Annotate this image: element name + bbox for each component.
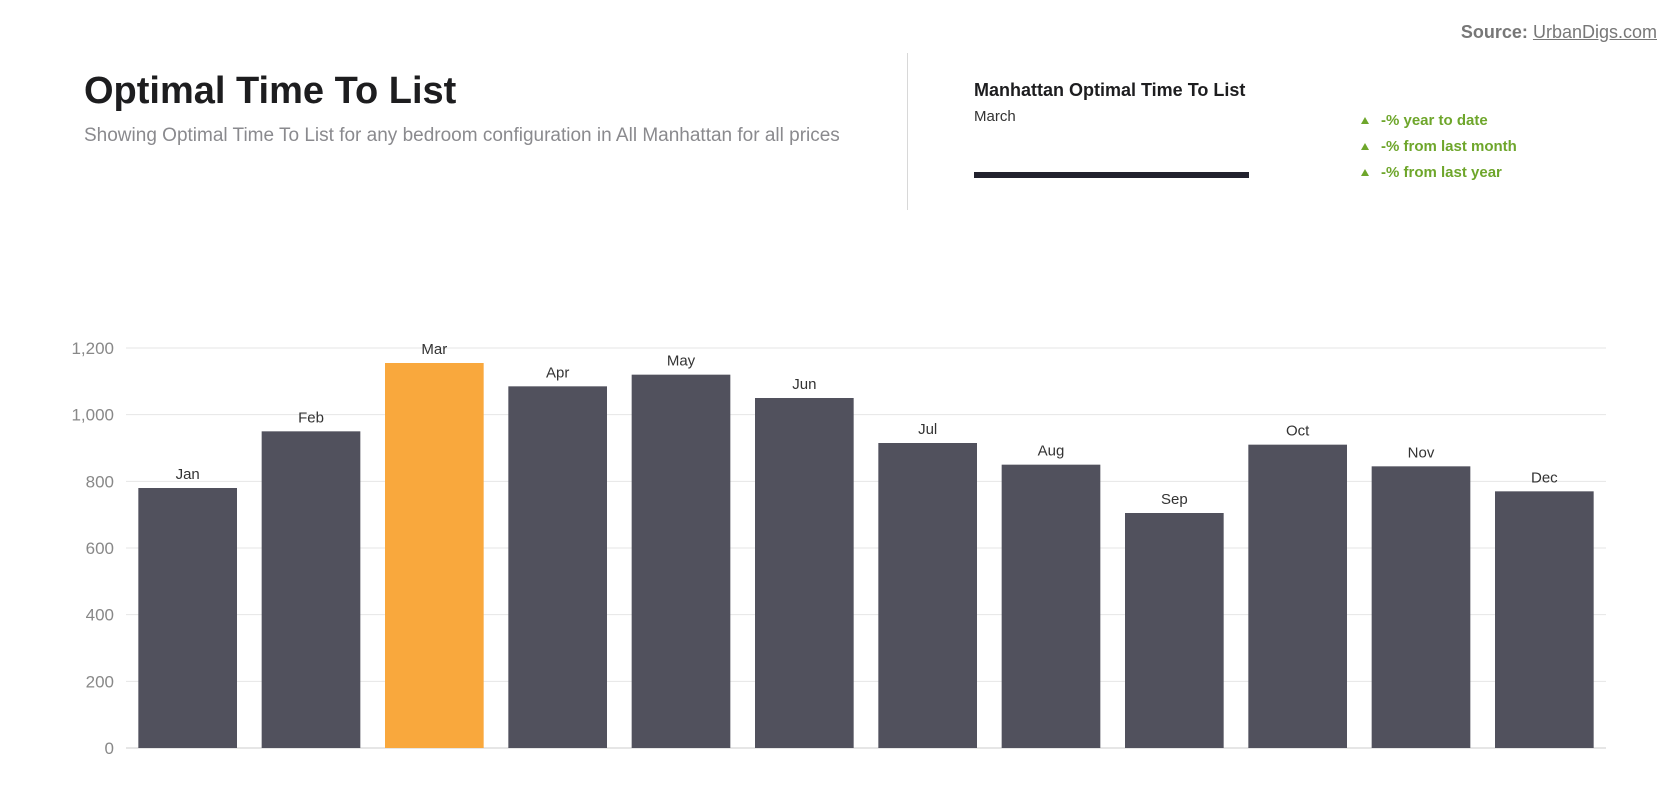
bar-jan (138, 488, 237, 748)
summary-card-title: Manhattan Optimal Time To List (974, 80, 1246, 100)
stat-from-last-month: -% from last month (1361, 133, 1517, 159)
bar-label: Sep (1161, 491, 1188, 508)
bar-label: Mar (421, 341, 447, 358)
bar-nov (1371, 466, 1471, 748)
bar-label: Jun (792, 376, 816, 393)
header-divider (907, 53, 908, 210)
bar-label: Jul (918, 421, 937, 438)
bar-label: Jan (176, 466, 200, 483)
bar-aug (1001, 464, 1101, 748)
y-tick-label: 400 (86, 606, 114, 625)
y-tick-label: 200 (86, 672, 114, 691)
summary-card: Manhattan Optimal Time To List March (974, 78, 1250, 178)
bar-jun (755, 398, 854, 748)
y-tick-label: 800 (86, 472, 114, 491)
source-label: Source: (1460, 22, 1528, 42)
stats-list: -% year to date -% from last month -% fr… (1361, 107, 1517, 185)
y-tick-label: 1,000 (71, 406, 114, 425)
page-subtitle: Showing Optimal Time To List for any bed… (84, 125, 840, 146)
source-attribution: Source: UrbanDigs.com (1461, 22, 1657, 43)
bar-label: Oct (1286, 423, 1310, 440)
bar-label: Feb (298, 409, 324, 426)
triangle-up-icon (1361, 142, 1369, 150)
stat-text: -% from last month (1381, 137, 1517, 155)
bar-jul (878, 443, 977, 748)
stat-text: -% from last year (1381, 163, 1502, 181)
bar-label: Aug (1038, 443, 1065, 460)
source-link[interactable]: UrbanDigs.com (1532, 22, 1657, 42)
y-tick-label: 0 (105, 739, 114, 758)
triangle-up-icon (1361, 168, 1369, 176)
page-title: Optimal Time To List (84, 70, 457, 112)
bar-label: Nov (1408, 444, 1435, 461)
bar-label: Dec (1531, 469, 1558, 486)
bar-oct (1248, 444, 1347, 748)
bar-dec (1495, 491, 1594, 748)
bar-label: Apr (546, 364, 569, 381)
stat-from-last-year: -% from last year (1361, 159, 1517, 185)
y-tick-label: 1,200 (71, 339, 114, 358)
triangle-up-icon (1361, 116, 1369, 124)
bar-sep (1125, 513, 1224, 748)
summary-card-period: March (974, 108, 1016, 125)
bar-chart: 0 200 400 600 800 1,000 1,200 Jan Feb Mar Apr May Ju… (71, 339, 1606, 758)
summary-card-bar (974, 172, 1249, 178)
stat-year-to-date: -% year to date (1361, 107, 1517, 133)
bar-mar (385, 363, 484, 748)
bar-apr (508, 386, 607, 748)
bar-label: May (667, 353, 696, 370)
bar-feb (261, 431, 361, 748)
stat-text: -% year to date (1381, 111, 1488, 129)
bar-may (631, 374, 731, 748)
y-tick-label: 600 (86, 539, 114, 558)
